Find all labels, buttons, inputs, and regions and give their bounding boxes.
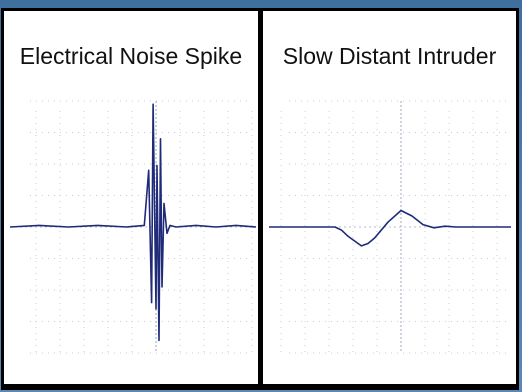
chart-title: Slow Distant Intruder <box>282 43 497 69</box>
panel-electrical-noise-spike: Electrical Noise Spike <box>4 11 258 384</box>
scope-plot-noise-spike <box>9 100 257 354</box>
series-line <box>269 209 511 247</box>
scope-plot-slow-intruder <box>269 100 511 354</box>
series-line <box>9 103 257 342</box>
scope-frame: Electrical Noise Spike Slow Distant Intr… <box>1 8 519 390</box>
panel-slow-distant-intruder: Slow Distant Intruder <box>263 11 516 384</box>
chart-title: Electrical Noise Spike <box>19 43 243 69</box>
